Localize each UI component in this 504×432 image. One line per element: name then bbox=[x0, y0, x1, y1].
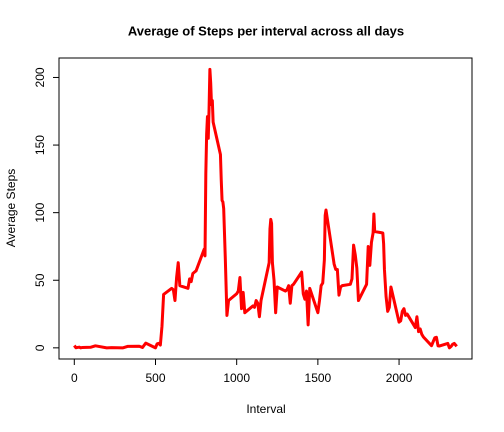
x-tick-label: 500 bbox=[145, 371, 165, 385]
x-tick-label: 1500 bbox=[305, 371, 332, 385]
chart-title: Average of Steps per interval across all… bbox=[128, 23, 404, 38]
x-axis-label: Interval bbox=[246, 402, 285, 416]
y-tick-label: 150 bbox=[33, 135, 47, 155]
y-axis-label: Average Steps bbox=[4, 169, 18, 248]
y-tick-label: 100 bbox=[33, 202, 47, 222]
plot-box bbox=[58, 57, 473, 360]
data-line bbox=[73, 67, 458, 350]
x-tick-label: 2000 bbox=[386, 371, 413, 385]
x-tick-label: 1000 bbox=[223, 371, 250, 385]
y-tick-label: 0 bbox=[33, 344, 47, 351]
y-tick-label: 200 bbox=[33, 67, 47, 87]
y-tick-label: 50 bbox=[33, 273, 47, 287]
x-tick-label: 0 bbox=[71, 371, 78, 385]
